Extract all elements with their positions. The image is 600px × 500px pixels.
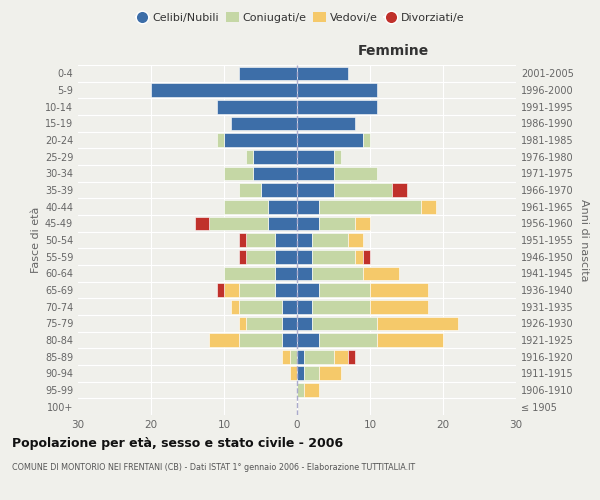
Bar: [304, 383, 319, 397]
Bar: [297, 133, 362, 147]
Bar: [209, 333, 239, 347]
Bar: [311, 250, 355, 264]
Bar: [297, 233, 311, 247]
Legend: Celibi/Nubili, Coniugati/e, Vedovi/e, Divorziati/e: Celibi/Nubili, Coniugati/e, Vedovi/e, Di…: [131, 8, 469, 28]
Bar: [334, 166, 377, 180]
Text: Femmine: Femmine: [358, 44, 429, 58]
Bar: [195, 216, 209, 230]
Bar: [311, 233, 348, 247]
Bar: [297, 166, 334, 180]
Bar: [370, 283, 428, 297]
Bar: [297, 66, 348, 80]
Bar: [297, 316, 311, 330]
Bar: [311, 316, 377, 330]
Bar: [297, 200, 319, 213]
Bar: [283, 350, 290, 364]
Bar: [239, 250, 246, 264]
Bar: [224, 266, 275, 280]
Bar: [239, 66, 297, 80]
Y-axis label: Fasce di età: Fasce di età: [31, 207, 41, 273]
Bar: [268, 200, 297, 213]
Bar: [297, 350, 304, 364]
Bar: [224, 283, 239, 297]
Bar: [334, 183, 392, 197]
Bar: [355, 250, 362, 264]
Bar: [239, 233, 246, 247]
Bar: [319, 216, 355, 230]
Bar: [239, 333, 283, 347]
Bar: [151, 83, 297, 97]
Bar: [334, 350, 348, 364]
Bar: [224, 166, 253, 180]
Bar: [297, 116, 355, 130]
Bar: [348, 233, 363, 247]
Bar: [209, 216, 268, 230]
Bar: [283, 316, 297, 330]
Bar: [239, 183, 260, 197]
Bar: [217, 283, 224, 297]
Bar: [297, 83, 377, 97]
Bar: [319, 283, 370, 297]
Bar: [239, 283, 275, 297]
Bar: [304, 366, 319, 380]
Bar: [275, 233, 297, 247]
Y-axis label: Anni di nascita: Anni di nascita: [579, 198, 589, 281]
Bar: [224, 200, 268, 213]
Bar: [239, 316, 246, 330]
Bar: [268, 216, 297, 230]
Bar: [319, 366, 341, 380]
Bar: [377, 333, 443, 347]
Bar: [297, 333, 319, 347]
Bar: [275, 266, 297, 280]
Bar: [319, 333, 377, 347]
Bar: [260, 183, 297, 197]
Bar: [392, 183, 407, 197]
Text: Popolazione per età, sesso e stato civile - 2006: Popolazione per età, sesso e stato civil…: [12, 438, 343, 450]
Bar: [377, 316, 458, 330]
Bar: [283, 333, 297, 347]
Bar: [362, 250, 370, 264]
Bar: [217, 100, 297, 114]
Bar: [297, 150, 334, 164]
Bar: [297, 283, 319, 297]
Bar: [290, 350, 297, 364]
Bar: [370, 300, 428, 314]
Bar: [246, 233, 275, 247]
Bar: [362, 133, 370, 147]
Bar: [297, 383, 304, 397]
Bar: [232, 300, 239, 314]
Bar: [304, 350, 334, 364]
Bar: [253, 166, 297, 180]
Bar: [246, 316, 283, 330]
Bar: [421, 200, 436, 213]
Bar: [253, 150, 297, 164]
Bar: [224, 133, 297, 147]
Bar: [297, 100, 377, 114]
Bar: [319, 200, 421, 213]
Bar: [297, 366, 304, 380]
Bar: [311, 266, 363, 280]
Bar: [297, 266, 311, 280]
Bar: [217, 133, 224, 147]
Bar: [239, 300, 283, 314]
Text: COMUNE DI MONTORIO NEI FRENTANI (CB) - Dati ISTAT 1° gennaio 2006 - Elaborazione: COMUNE DI MONTORIO NEI FRENTANI (CB) - D…: [12, 462, 415, 471]
Bar: [290, 366, 297, 380]
Bar: [355, 216, 370, 230]
Bar: [275, 283, 297, 297]
Bar: [246, 150, 253, 164]
Bar: [297, 183, 334, 197]
Bar: [275, 250, 297, 264]
Bar: [283, 300, 297, 314]
Bar: [297, 216, 319, 230]
Bar: [246, 250, 275, 264]
Bar: [348, 350, 355, 364]
Bar: [362, 266, 399, 280]
Bar: [297, 300, 311, 314]
Bar: [334, 150, 341, 164]
Bar: [311, 300, 370, 314]
Bar: [297, 250, 311, 264]
Bar: [232, 116, 297, 130]
